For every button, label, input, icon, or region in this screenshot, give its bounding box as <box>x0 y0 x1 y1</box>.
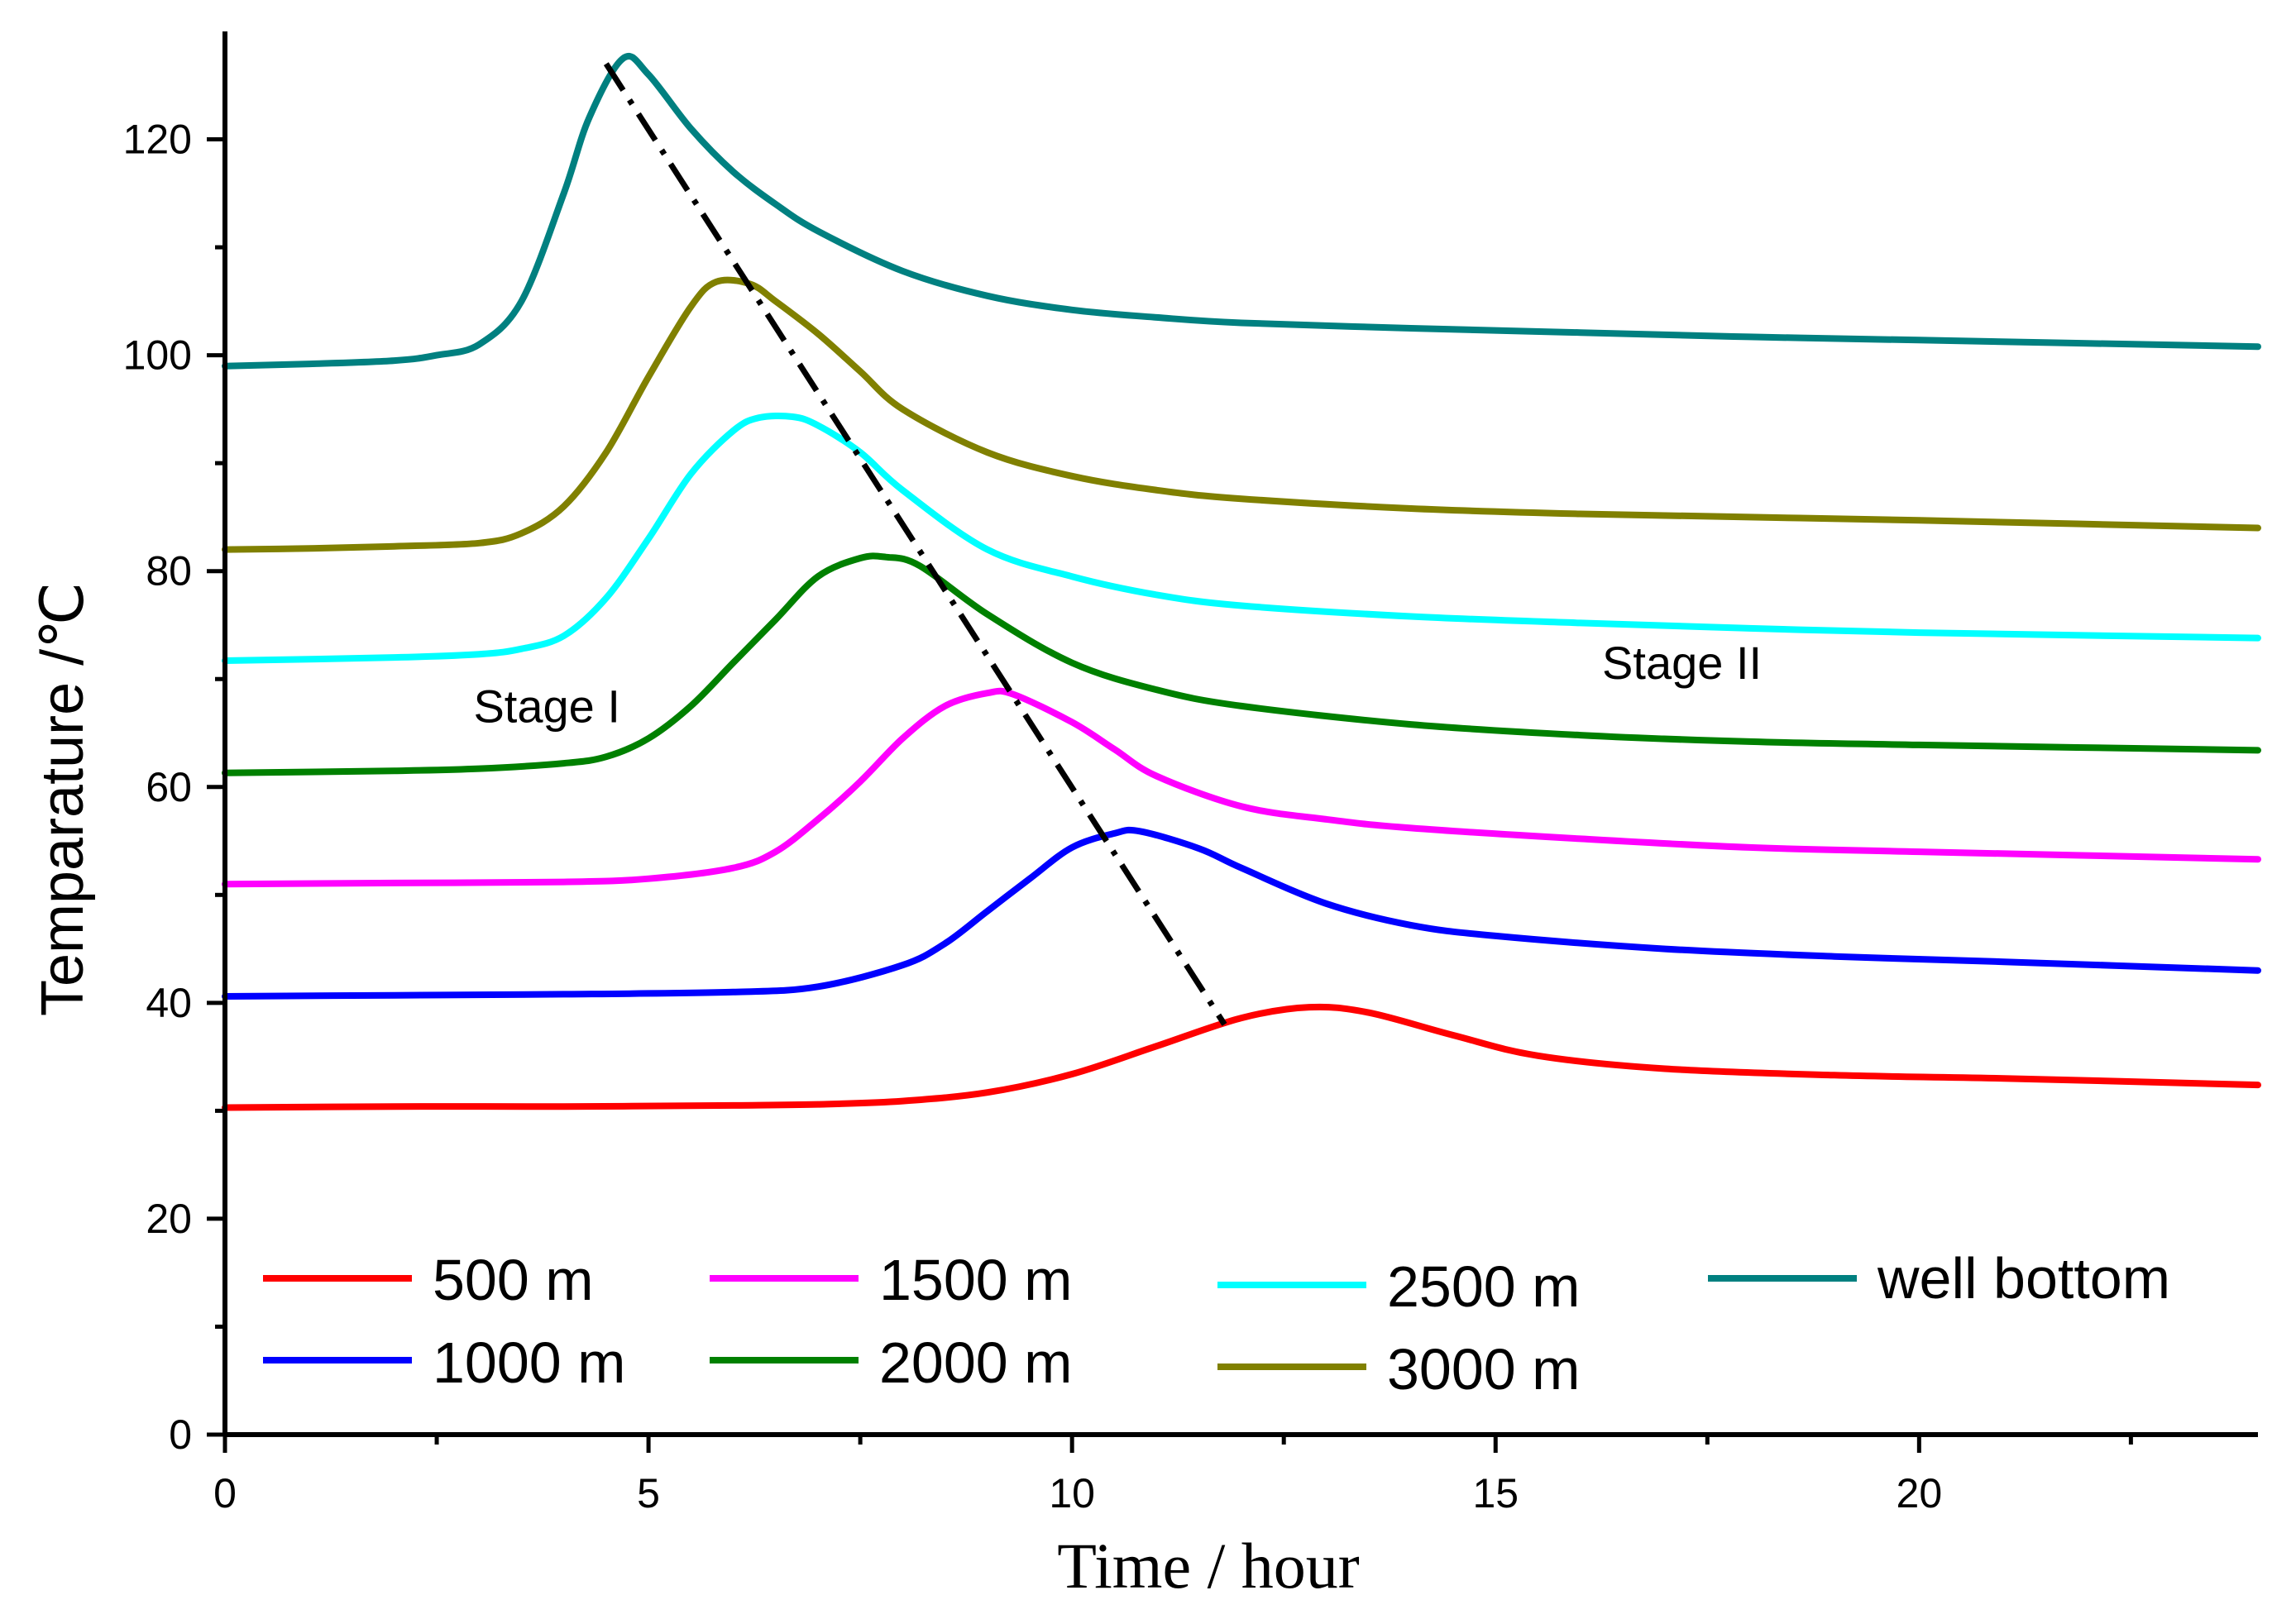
y-tick-label: 120 <box>123 117 192 163</box>
series-line-1000-m <box>222 826 2261 1000</box>
series-line-2500-m <box>222 413 2261 664</box>
series-line-well-bottom <box>222 53 2261 370</box>
legend: 500 m 1000 m 1500 m 2000 m 2500 m 3000 m well … <box>263 1246 2170 1402</box>
series-line-3000-m <box>222 276 2261 553</box>
y-tick-label: 40 <box>146 980 192 1026</box>
y-axis-title: Temparature /℃ <box>30 582 96 1016</box>
legend-label-500-m: 500 m <box>433 1248 594 1312</box>
legend-label-2000-m: 2000 m <box>879 1330 1072 1395</box>
series-line-500-m <box>222 1003 2261 1111</box>
x-tick-label: 15 <box>1472 1470 1519 1516</box>
axes <box>222 31 2258 1437</box>
legend-label-well-bottom: well bottom <box>1877 1246 2170 1311</box>
plot-area <box>222 53 2261 1111</box>
legend-label-2500-m: 2500 m <box>1387 1254 1580 1319</box>
y-tick-label: 100 <box>123 332 192 379</box>
series-line-2000-m <box>222 552 2261 776</box>
legend-label-1000-m: 1000 m <box>433 1330 625 1395</box>
y-tick-label: 80 <box>146 548 192 595</box>
legend-label-1500-m: 1500 m <box>879 1248 1072 1312</box>
stage-two-annotation: Stage II <box>1602 637 1762 689</box>
y-tick-label: 20 <box>146 1196 192 1242</box>
x-tick-label: 5 <box>637 1470 660 1516</box>
x-tick-label: 10 <box>1049 1470 1095 1516</box>
series-line-1500-m <box>222 687 2261 888</box>
x-axis-title: Time / hour <box>1057 1530 1360 1602</box>
y-tick-label: 60 <box>146 764 192 810</box>
y-tick-label: 0 <box>169 1411 192 1458</box>
peak-trend-line <box>603 62 1227 1026</box>
x-tick-label: 0 <box>213 1470 237 1516</box>
x-tick-label: 20 <box>1897 1470 1943 1516</box>
stage-one-annotation: Stage I <box>473 680 619 732</box>
legend-label-3000-m: 3000 m <box>1387 1337 1580 1402</box>
axis-ticks: 0 5 10 15 20 0 20 40 60 80 100 120 <box>123 117 2133 1516</box>
